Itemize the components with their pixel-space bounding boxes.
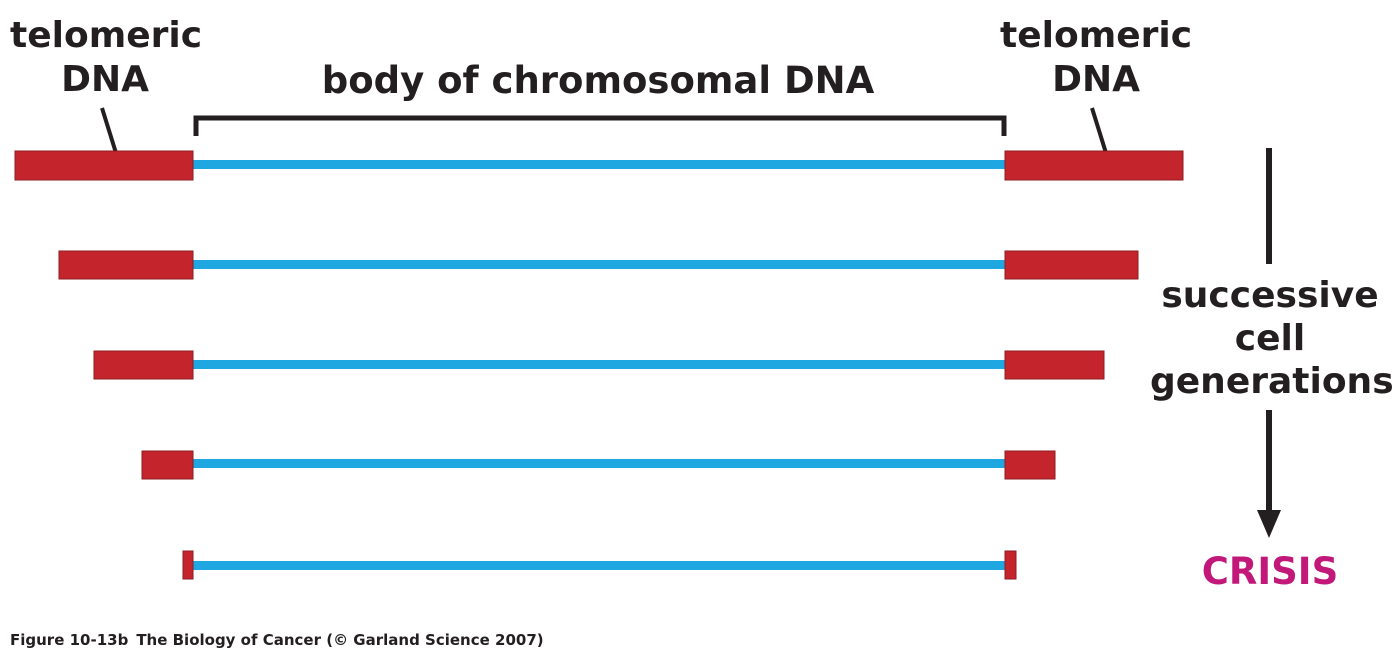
chromosome-row-3: [93, 350, 1105, 380]
telomere-right: [1004, 150, 1184, 181]
chromosome-row-2: [58, 250, 1139, 280]
telomere-left: [182, 550, 194, 580]
generations-label-line-1: successive: [1161, 275, 1379, 316]
chromosome-body: [193, 561, 1005, 570]
telomere-right: [1004, 450, 1056, 480]
telomere-left: [58, 250, 194, 280]
generations-label-line-3: generations: [1150, 361, 1394, 402]
body-bracket: [193, 115, 1007, 136]
telomere-right: [1004, 250, 1139, 280]
telomere-left: [141, 450, 194, 480]
chromosome-body: [193, 260, 1005, 269]
telomeric-label-line-2: DNA: [1052, 59, 1140, 100]
telomere-right: [1004, 550, 1017, 580]
telomeric-label-line-1: telomeric: [1000, 15, 1193, 56]
telomeric-label-line-2: DNA: [61, 59, 149, 100]
telomere-left: [93, 350, 194, 380]
crisis-label: CRISIS: [1201, 550, 1339, 593]
figure-source: The Biology of Cancer (© Garland Science…: [136, 631, 544, 649]
telomeric-dna-label-left: telomeric DNA: [10, 14, 203, 102]
chromosome-row-4: [141, 450, 1056, 480]
chromosome-body: [193, 459, 1005, 468]
telomeric-label-line-1: telomeric: [10, 15, 203, 56]
generations-label-line-2: cell: [1234, 318, 1306, 359]
chromosome-body: [193, 160, 1005, 169]
successive-generations-label: successive cell generations: [1150, 274, 1394, 403]
telomeric-left-pointer: [100, 107, 118, 154]
telomere-right: [1004, 350, 1105, 380]
telomeric-right-pointer: [1090, 107, 1108, 154]
chromosome-body-label: body of chromosomal DNA: [321, 59, 875, 102]
figure-caption: Figure 10-13b The Biology of Cancer (© Ga…: [10, 633, 544, 648]
figure-number: Figure 10-13b: [10, 631, 129, 649]
telomere-left: [14, 150, 194, 181]
chromosome-body: [193, 360, 1005, 369]
chromosome-row-1: [14, 150, 1184, 181]
telomeric-dna-label-right: telomeric DNA: [1000, 14, 1192, 102]
chromosome-row-5: [182, 550, 1017, 580]
generations-arrowhead: [1257, 510, 1281, 538]
